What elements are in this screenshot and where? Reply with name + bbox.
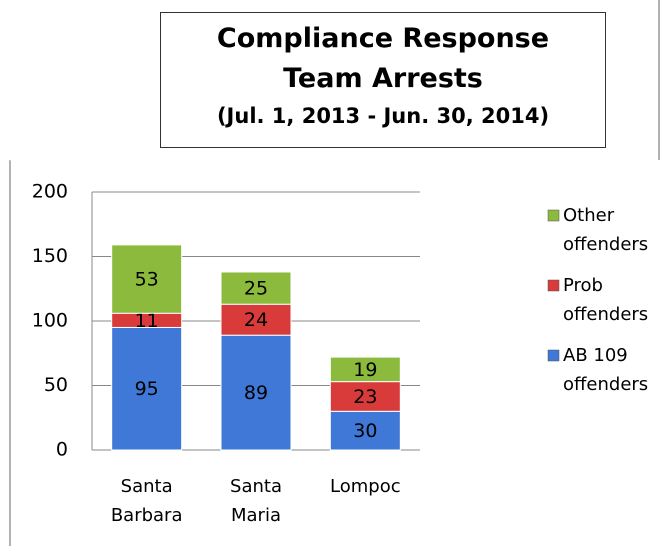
legend-label: Prob offenders xyxy=(563,275,649,325)
x-tick-label: Lompoc xyxy=(330,476,401,497)
data-label: 53 xyxy=(135,269,159,291)
legend-swatch xyxy=(547,279,560,292)
y-tick-label: 50 xyxy=(44,374,68,396)
data-label: 30 xyxy=(353,420,377,442)
data-label: 95 xyxy=(135,378,159,400)
legend-swatch xyxy=(547,209,560,222)
legend-swatch xyxy=(547,349,560,362)
data-label: 24 xyxy=(244,309,268,331)
data-label: 23 xyxy=(353,386,377,408)
bar-segment xyxy=(220,303,292,336)
bar-segment xyxy=(220,271,292,305)
legend-label: AB 109 offenders xyxy=(563,345,649,395)
y-tick-label: 0 xyxy=(56,439,68,461)
chart-subtitle: (Jul. 1, 2013 - Jun. 30, 2014) xyxy=(216,104,550,128)
data-label: 19 xyxy=(353,359,377,381)
y-tick-label: 200 xyxy=(32,181,68,203)
bar-segment xyxy=(329,381,401,412)
bar-segment xyxy=(329,410,401,451)
x-tick-label: Santa Barbara xyxy=(110,476,183,526)
data-label: 89 xyxy=(244,382,268,404)
data-label: 25 xyxy=(244,278,268,300)
bar-segment xyxy=(111,326,183,451)
y-tick-label: 100 xyxy=(32,310,68,332)
bar-segment xyxy=(111,244,183,314)
data-label: 11 xyxy=(135,310,159,332)
y-tick-label: 150 xyxy=(32,245,68,267)
title-box: Compliance Response Team Arrests (Jul. 1… xyxy=(160,12,606,148)
bar-segment xyxy=(329,356,401,383)
x-tick-label: Santa Maria xyxy=(230,476,282,526)
chart-title: Compliance Response Team Arrests xyxy=(216,23,550,94)
legend-label: Other offenders xyxy=(563,205,649,255)
